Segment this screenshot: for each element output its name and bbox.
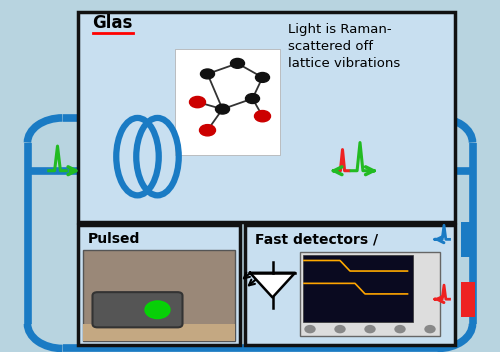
Text: Fast detectors /: Fast detectors / xyxy=(255,232,378,246)
Circle shape xyxy=(230,58,244,68)
Circle shape xyxy=(145,301,170,319)
FancyBboxPatch shape xyxy=(82,250,235,341)
FancyBboxPatch shape xyxy=(175,49,280,155)
Circle shape xyxy=(335,326,345,333)
Circle shape xyxy=(395,326,405,333)
Circle shape xyxy=(200,69,214,79)
Circle shape xyxy=(425,326,435,333)
Circle shape xyxy=(246,94,260,103)
FancyBboxPatch shape xyxy=(78,12,455,222)
Circle shape xyxy=(305,326,315,333)
Circle shape xyxy=(256,73,270,82)
Circle shape xyxy=(365,326,375,333)
Text: Glas: Glas xyxy=(92,14,132,32)
Circle shape xyxy=(216,104,230,114)
FancyBboxPatch shape xyxy=(82,324,235,341)
FancyBboxPatch shape xyxy=(461,282,475,317)
FancyBboxPatch shape xyxy=(302,255,412,322)
FancyBboxPatch shape xyxy=(245,225,455,345)
Text: Pulsed: Pulsed xyxy=(88,232,140,246)
FancyBboxPatch shape xyxy=(78,225,240,345)
FancyBboxPatch shape xyxy=(461,222,475,257)
Text: Light is Raman-
scattered off
lattice vibrations: Light is Raman- scattered off lattice vi… xyxy=(288,23,400,70)
Circle shape xyxy=(200,125,216,136)
FancyBboxPatch shape xyxy=(300,252,440,336)
Circle shape xyxy=(254,111,270,122)
Circle shape xyxy=(190,96,206,108)
FancyBboxPatch shape xyxy=(92,292,182,327)
Polygon shape xyxy=(250,273,295,297)
